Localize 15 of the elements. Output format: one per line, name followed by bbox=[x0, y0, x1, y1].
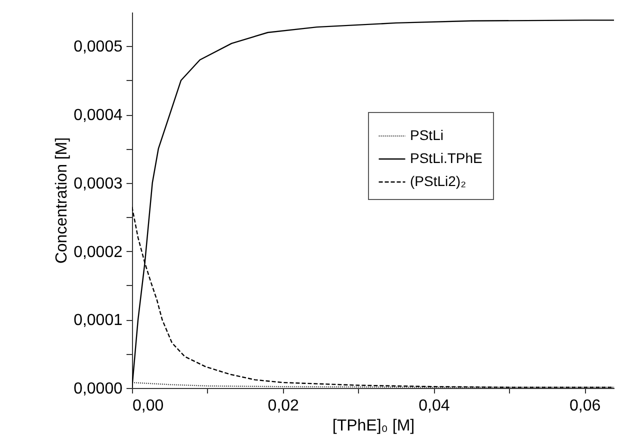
x-axis-title: [TPhE]₀ [M] bbox=[332, 418, 415, 434]
x-tick-label: 0,04 bbox=[418, 398, 450, 414]
x-tick-label: 0,06 bbox=[570, 398, 601, 414]
legend-label: (PStLi2)₂ bbox=[410, 173, 466, 189]
y-tick-label: 0,0001 bbox=[74, 312, 123, 330]
y-tick-label: 0,0000 bbox=[74, 380, 123, 398]
x-tick-label: 0,02 bbox=[268, 398, 300, 414]
y-tick-label: 0,0003 bbox=[74, 175, 123, 192]
legend-label: PStLi.TPhE bbox=[410, 150, 482, 166]
y-tick-label: 0,0002 bbox=[74, 244, 123, 261]
y-tick-label: 0,0005 bbox=[74, 38, 123, 56]
y-tick-label: 0,0004 bbox=[74, 107, 123, 124]
y-axis-title: Concentration [M] bbox=[54, 137, 71, 264]
legend-label: PStLi bbox=[410, 127, 444, 143]
x-tick-label: 0,00 bbox=[132, 398, 164, 414]
